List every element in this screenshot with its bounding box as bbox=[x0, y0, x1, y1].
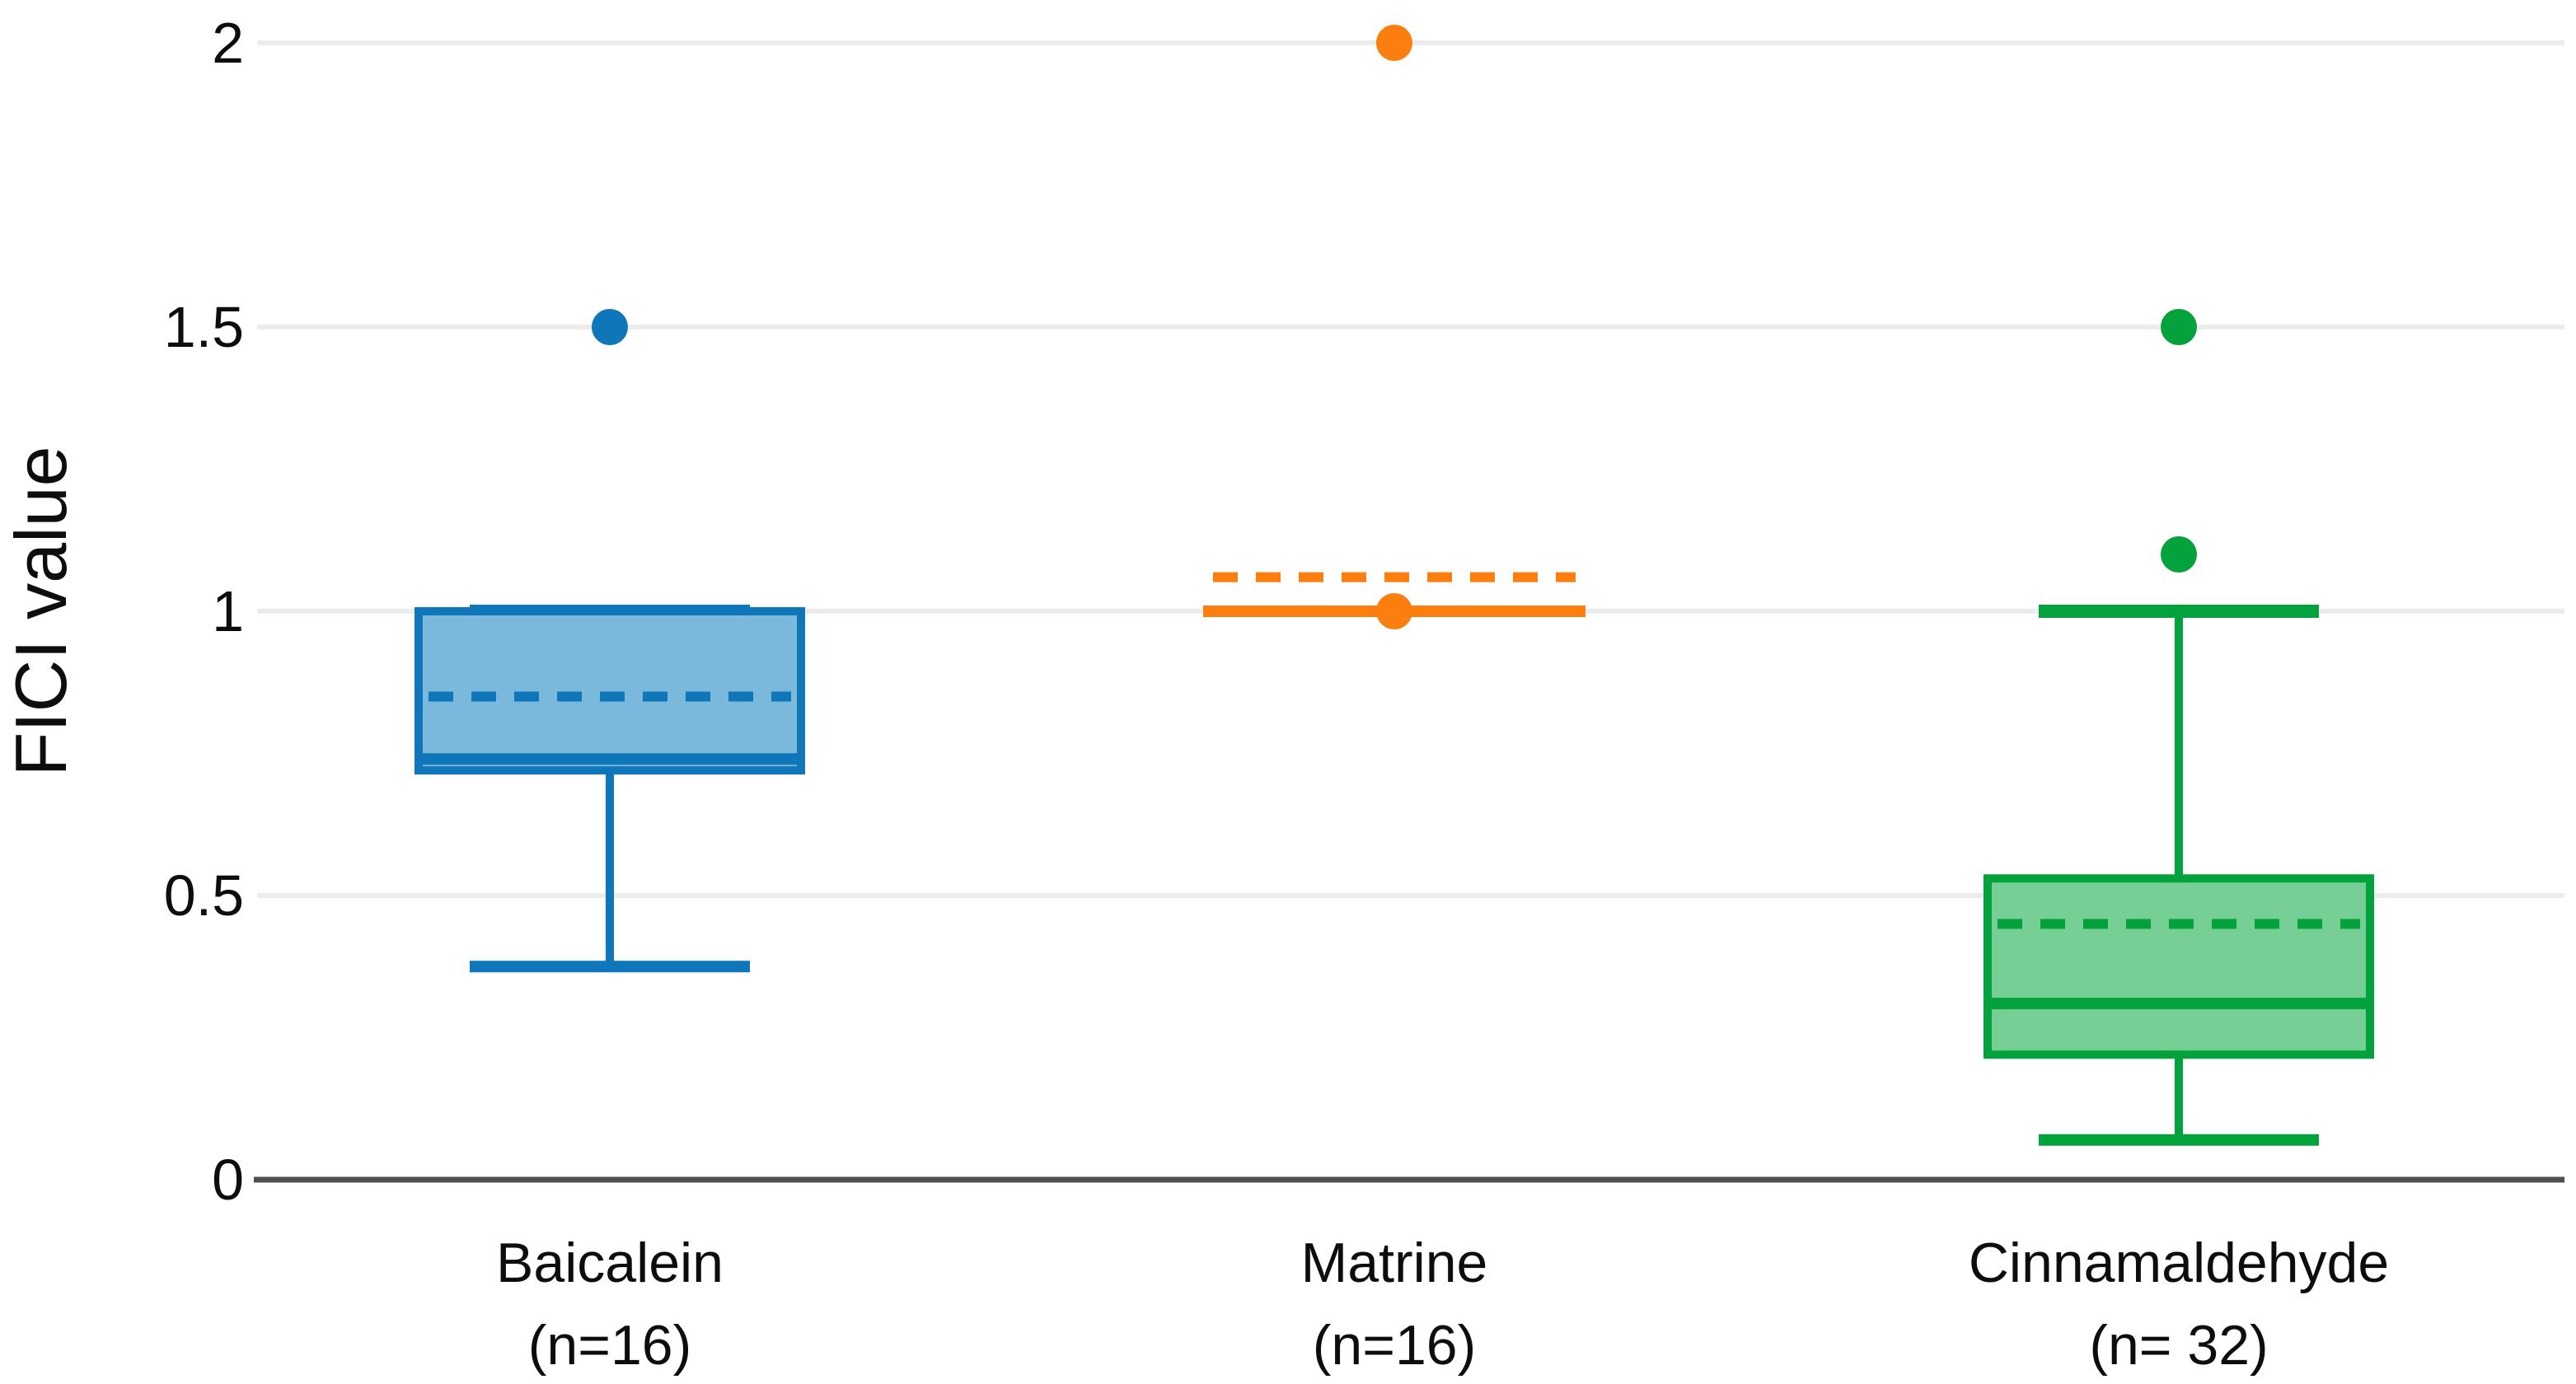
y-axis-title: FICI value bbox=[0, 446, 82, 776]
category-label-matrine: Matrine bbox=[1301, 1232, 1488, 1294]
box-baicalein bbox=[415, 607, 805, 775]
category-sublabel-baicalein: (n=16) bbox=[528, 1314, 691, 1377]
outlier-dot-baicalein-1.5 bbox=[592, 309, 628, 345]
median-marker-matrine bbox=[1376, 593, 1412, 629]
category-label-baicalein: Baicalein bbox=[496, 1232, 724, 1294]
y-tick-label-0: 0 bbox=[212, 1148, 244, 1212]
box-cinnamaldehyde bbox=[1984, 874, 2374, 1059]
category-sublabel-cinnamaldehyde: (n= 32) bbox=[2089, 1314, 2268, 1377]
category-label-cinnamaldehyde: Cinnamaldehyde bbox=[1969, 1232, 2389, 1294]
category-sublabel-matrine: (n=16) bbox=[1313, 1314, 1476, 1377]
outlier-dot-matrine-2 bbox=[1376, 25, 1412, 61]
y-tick-label-2: 2 bbox=[212, 11, 244, 75]
outlier-dot-cinnamaldehyde-1.5 bbox=[2161, 309, 2197, 345]
x-axis-labels: Baicalein (n=16) Matrine (n=16) Cinnamal… bbox=[496, 1232, 2389, 1377]
y-tick-label-0.5: 0.5 bbox=[164, 863, 244, 928]
series-layer bbox=[415, 25, 2374, 1146]
outlier-dot-cinnamaldehyde-1.1 bbox=[2161, 536, 2197, 573]
y-tick-label-1: 1 bbox=[212, 579, 244, 643]
y-tick-label-1.5: 1.5 bbox=[164, 295, 244, 359]
